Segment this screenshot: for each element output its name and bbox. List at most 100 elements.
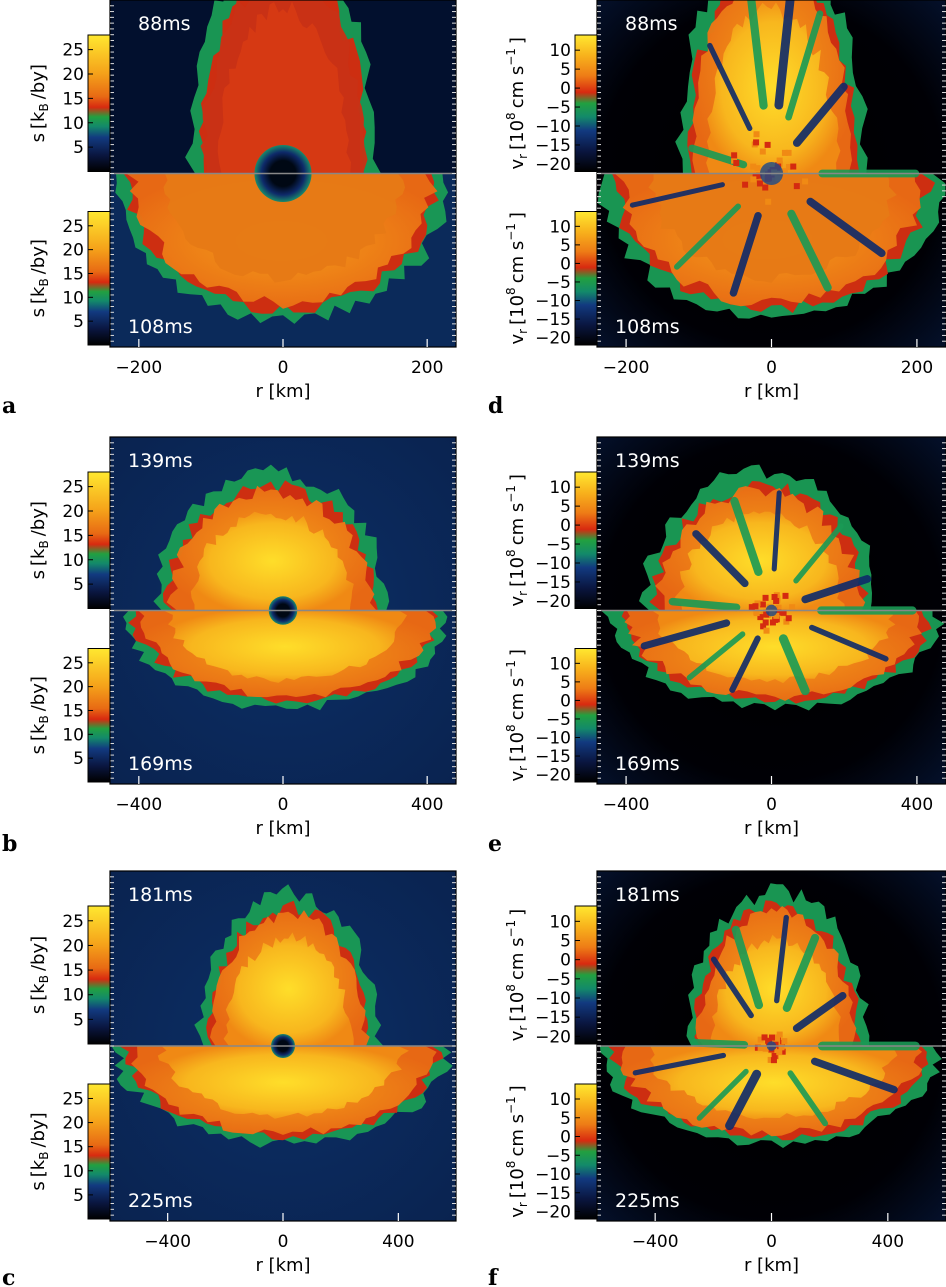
colorbar-tick-label: 25	[62, 41, 84, 61]
core-cell	[768, 1034, 775, 1041]
colorbar-tick-label: 10	[62, 1162, 84, 1182]
downflow-streak	[729, 635, 761, 693]
core-cell	[733, 160, 740, 167]
y-label-part: −1	[504, 223, 518, 241]
core-cell	[732, 166, 739, 173]
y-label-part: [10	[507, 1168, 528, 1198]
downflow-streak	[673, 203, 742, 270]
panel-a: 252015105s[kB/by]252015105s[kB/by]88ms10…	[2, 0, 457, 419]
downflow-streak	[668, 597, 741, 612]
core-cell	[770, 1057, 777, 1064]
y-label-part: v	[507, 1207, 528, 1218]
core-cell	[776, 1049, 783, 1056]
lower-shell-3	[157, 1046, 409, 1119]
colorbar-tick-label: −15	[535, 1008, 571, 1028]
downflow-streak	[792, 82, 848, 147]
colorbar-tick-label: 15	[62, 89, 84, 109]
time-label-upper: 181ms	[128, 884, 193, 906]
downflow-streak	[632, 1052, 727, 1076]
colorbar-tick-label: 10	[62, 725, 84, 745]
colorbar-tick-label: 10	[62, 114, 84, 134]
x-axis-label: r [km]	[744, 381, 799, 402]
core-cell	[760, 623, 767, 630]
core-cell	[793, 183, 800, 190]
downflow-streak	[729, 211, 762, 297]
colorbar-tick-label: 0	[560, 254, 571, 274]
y-axis-label: s [kB/by]	[28, 676, 51, 754]
core-cell	[754, 165, 761, 172]
y-label-part: B	[37, 540, 51, 548]
panel-c: 252015105s[kB/by]252015105s[kB/by]181ms2…	[2, 870, 457, 1287]
colorbar-tick-label: 5	[73, 749, 84, 769]
upper-shell-3	[190, 511, 354, 611]
core-cell	[776, 157, 783, 164]
downflow-streak	[785, 10, 824, 121]
colorbar-lower	[87, 1083, 111, 1220]
y-axis-label: vr [108 cm s−1]	[504, 649, 530, 781]
colorbar-tick-label: 10	[549, 41, 571, 61]
y-label-part: −1	[504, 920, 518, 938]
core-cell	[756, 180, 763, 187]
time-label-lower: 225ms	[615, 1190, 680, 1212]
x-tick-label: 400	[382, 1232, 414, 1252]
colorbar-tick-label: 20	[62, 1114, 84, 1134]
x-axis-label: r [km]	[744, 1255, 799, 1276]
x-tick-label: −400	[115, 795, 162, 815]
core-cell	[763, 627, 770, 634]
core-cell	[750, 176, 757, 183]
y-label-part: B	[37, 278, 51, 286]
x-axis-label: r [km]	[255, 818, 310, 839]
time-label-lower: 225ms	[128, 1190, 193, 1212]
core-cell	[765, 198, 772, 205]
y-label-part: [k	[28, 548, 49, 566]
core-cell	[781, 1038, 788, 1045]
colorbar-tick-label: 0	[560, 951, 571, 971]
core-cell	[752, 172, 759, 179]
y-label-part: /by]	[28, 1112, 49, 1147]
x-tick-label: 0	[278, 1232, 289, 1252]
colorbar-tick-label: 15	[62, 961, 84, 981]
colorbar-lower	[574, 648, 598, 783]
core-cell	[764, 141, 771, 148]
time-label-upper: 139ms	[128, 450, 193, 472]
lower-shell-3	[163, 610, 407, 683]
colorbar-upper	[574, 905, 598, 1045]
x-tick-label: −400	[603, 795, 650, 815]
core-cell	[756, 172, 763, 179]
y-label-part: [k	[28, 286, 49, 304]
colorbar-tick-label: 10	[62, 986, 84, 1006]
core-cell	[748, 604, 755, 611]
y-label-part: ]	[507, 37, 528, 44]
y-label-part: ]	[507, 649, 528, 656]
y-label-part: B	[37, 975, 51, 983]
y-label-part: [10	[507, 992, 528, 1022]
panel-label: c	[2, 1265, 15, 1287]
core-cell	[767, 1056, 774, 1063]
time-label-upper: 88ms	[625, 13, 678, 35]
colorbar-upper	[574, 471, 598, 609]
heatmap-a	[110, 0, 456, 347]
time-label-upper: 181ms	[615, 884, 680, 906]
y-label-part: −1	[504, 48, 518, 66]
time-label-lower: 169ms	[615, 753, 680, 775]
x-tick-label: −200	[115, 358, 162, 378]
panel-label: f	[488, 1265, 499, 1287]
panel-b: 252015105s[kB/by]252015105s[kB/by]139ms1…	[2, 436, 457, 857]
colorbar-tick-label: 10	[549, 217, 571, 237]
lower-shell-3	[650, 1046, 898, 1120]
downflow-streak	[774, 914, 789, 1004]
colorbar-tick-label: −20	[535, 766, 571, 786]
core-cell	[757, 1045, 764, 1052]
core-cell	[762, 619, 769, 626]
y-label-part: 8	[504, 984, 518, 992]
core-cell	[771, 1052, 778, 1059]
colorbar-tick-label: 20	[62, 678, 84, 698]
colorbar-tick-label: 25	[62, 1089, 84, 1109]
colorbar-tick-label: 25	[62, 654, 84, 674]
y-label-part: s	[28, 1181, 49, 1190]
y-label-part: /by]	[28, 936, 49, 971]
